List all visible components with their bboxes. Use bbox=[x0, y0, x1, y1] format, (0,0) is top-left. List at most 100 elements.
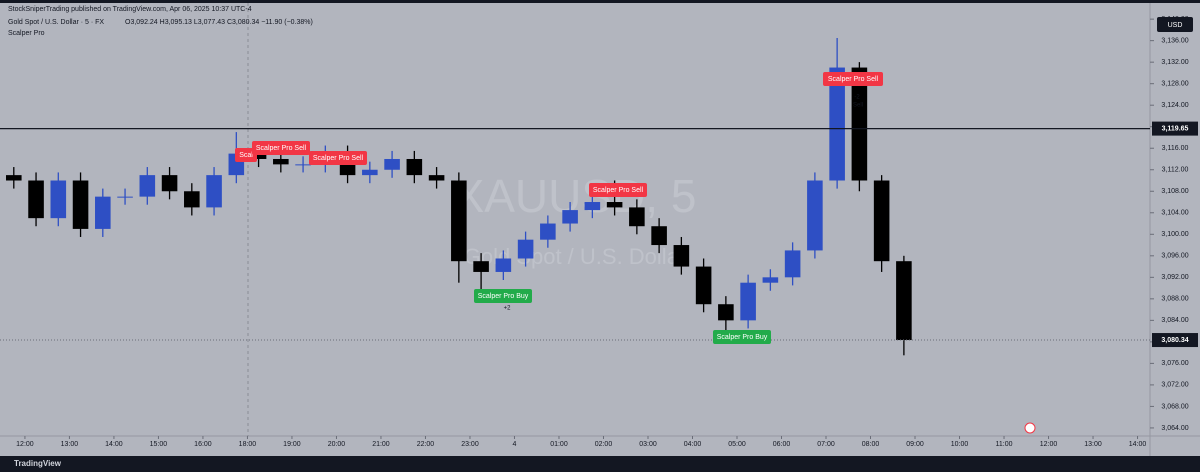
signal-label: Scalper Pro Sell bbox=[828, 76, 879, 83]
x-tick-label: 03:00 bbox=[639, 441, 657, 448]
candle-body bbox=[362, 169, 378, 176]
last-price-box bbox=[1152, 333, 1198, 348]
candle-body bbox=[406, 158, 423, 176]
publisher: StockSniperTrading published on TradingV… bbox=[8, 6, 252, 13]
candle-body bbox=[540, 223, 556, 240]
candle-body bbox=[807, 180, 823, 251]
candle-body bbox=[6, 175, 22, 181]
candle-body bbox=[629, 207, 645, 227]
x-tick-label: 07:00 bbox=[817, 441, 835, 448]
candle-body bbox=[495, 258, 512, 272]
candle-body bbox=[606, 202, 623, 208]
candle-body bbox=[184, 191, 200, 208]
x-tick-label: 11:00 bbox=[996, 441, 1013, 448]
y-tick-label: 3,084.00 bbox=[1161, 317, 1188, 324]
x-tick-label: 18:00 bbox=[239, 441, 257, 448]
y-tick-label: 3,072.00 bbox=[1161, 382, 1188, 389]
y-tick-label: 3,108.00 bbox=[1161, 188, 1188, 195]
x-tick-label: 22:00 bbox=[417, 441, 435, 448]
x-tick-label: 21:00 bbox=[372, 441, 390, 448]
candle-body bbox=[206, 175, 222, 208]
signal-label: Scalper Pro Sell bbox=[256, 145, 307, 152]
candle-body bbox=[562, 210, 578, 224]
candle-body bbox=[718, 304, 734, 321]
signal-note: +2 bbox=[504, 306, 512, 312]
y-tick-label: 3,132.00 bbox=[1161, 59, 1188, 66]
y-tick-label: 3,076.00 bbox=[1161, 360, 1188, 367]
candle-body bbox=[517, 239, 534, 259]
signal-box bbox=[713, 330, 771, 344]
x-tick-label: 10:00 bbox=[951, 441, 969, 448]
footer-bar bbox=[0, 456, 1200, 472]
candle-body bbox=[873, 180, 890, 262]
x-tick-label: 08:00 bbox=[862, 441, 880, 448]
candle-body bbox=[829, 67, 845, 181]
y-tick-label: 3,124.00 bbox=[1161, 102, 1188, 109]
currency-box[interactable] bbox=[1157, 17, 1193, 32]
y-tick-label: 3,116.00 bbox=[1162, 145, 1189, 152]
signal-box bbox=[309, 151, 367, 165]
x-tick-label: 09:00 bbox=[906, 441, 924, 448]
candle-body bbox=[473, 261, 489, 272]
candle-body bbox=[740, 282, 756, 321]
candle-body bbox=[896, 261, 912, 341]
signal-label: Scalper Pro Sell bbox=[313, 155, 364, 162]
signal-box bbox=[589, 183, 647, 197]
y-tick-label: 3,128.00 bbox=[1161, 81, 1188, 88]
y-tick-label: 3,088.00 bbox=[1161, 296, 1188, 303]
candle-body bbox=[295, 164, 311, 166]
x-tick-label: 20:00 bbox=[328, 441, 346, 448]
signal-box bbox=[823, 72, 883, 86]
candle-body bbox=[451, 180, 467, 262]
x-tick-label: 13:00 bbox=[61, 441, 79, 448]
y-tick-label: 3,100.00 bbox=[1161, 231, 1188, 238]
ohlc: O3,092.24 H3,095.13 L3,077.43 C3,080.34 … bbox=[125, 19, 313, 26]
signal-label: Scalper Pro Buy bbox=[717, 334, 768, 341]
candle-body bbox=[273, 158, 289, 165]
symbol: Gold Spot / U.S. Dollar · 5 · FX bbox=[8, 19, 104, 26]
candle-body bbox=[50, 180, 67, 219]
candle-body bbox=[762, 277, 779, 283]
x-tick-label: 05:00 bbox=[728, 441, 746, 448]
x-tick-label: 04:00 bbox=[684, 441, 702, 448]
y-tick-label: 3,136.00 bbox=[1161, 37, 1188, 44]
candle-body bbox=[139, 175, 156, 197]
last-price-label: 3,080.34 bbox=[1161, 337, 1188, 344]
level-label-box bbox=[1152, 121, 1198, 136]
candle-body bbox=[384, 158, 400, 170]
candle-body bbox=[161, 175, 178, 192]
x-tick-label: 12:00 bbox=[1040, 441, 1058, 448]
x-tick-label: 01:00 bbox=[550, 441, 568, 448]
signal-box bbox=[474, 289, 532, 303]
y-tick-label: 3,140.00 bbox=[1161, 16, 1188, 23]
x-tick-label: 14:00 bbox=[105, 441, 123, 448]
x-tick-label: 15:00 bbox=[150, 441, 168, 448]
event-icon[interactable] bbox=[1024, 422, 1036, 434]
candle-body bbox=[584, 202, 601, 211]
y-tick-label: 3,104.00 bbox=[1161, 210, 1188, 217]
signal-label: Scal bbox=[239, 152, 253, 159]
candle-body bbox=[117, 196, 133, 198]
candle-body bbox=[695, 266, 712, 305]
candle-body bbox=[95, 196, 111, 229]
x-tick-label: 12:00 bbox=[16, 441, 34, 448]
signal-note: -2 bbox=[854, 95, 860, 101]
x-tick-label: 19:00 bbox=[283, 441, 301, 448]
x-tick-label: 16:00 bbox=[194, 441, 212, 448]
y-tick-label: 3,096.00 bbox=[1161, 253, 1188, 260]
signal-box bbox=[235, 148, 257, 162]
x-tick-label: 02:00 bbox=[595, 441, 613, 448]
footer-logo: TradingView bbox=[14, 459, 62, 468]
level-label: 3,119.65 bbox=[1162, 125, 1189, 132]
x-tick-label: 06:00 bbox=[773, 441, 791, 448]
signal-label: Scalper Pro Buy bbox=[478, 293, 529, 300]
candle-body bbox=[673, 245, 690, 267]
signal-note: Sell bbox=[853, 103, 863, 109]
currency[interactable]: USD bbox=[1168, 22, 1183, 29]
signal-label: Scalper Pro Sell bbox=[593, 187, 644, 194]
candle-body bbox=[851, 67, 868, 181]
candle-body bbox=[250, 153, 267, 159]
signal-box bbox=[252, 141, 310, 155]
